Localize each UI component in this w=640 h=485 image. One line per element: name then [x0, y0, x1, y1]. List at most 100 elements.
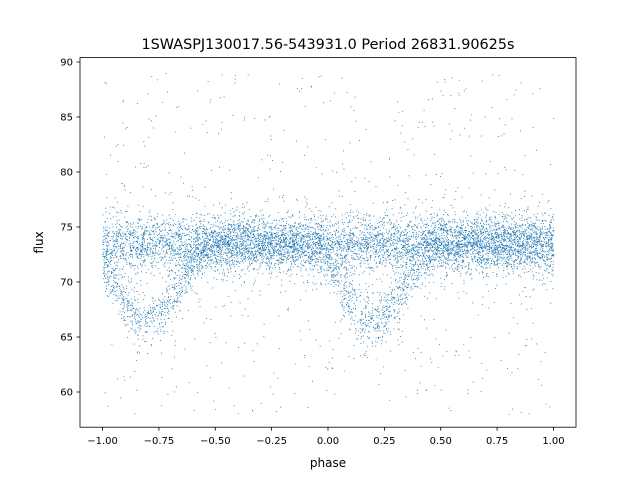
data-point [462, 211, 464, 213]
data-point [385, 245, 387, 247]
data-point [368, 181, 370, 182]
data-point [214, 252, 216, 254]
data-point [367, 266, 369, 268]
data-point [434, 259, 436, 261]
data-point [368, 247, 370, 248]
data-point [539, 252, 541, 254]
data-point [521, 243, 523, 244]
data-point [405, 252, 407, 254]
data-point [244, 256, 246, 258]
data-point [438, 241, 440, 243]
data-point [460, 228, 462, 230]
data-point [535, 258, 536, 260]
data-point [188, 309, 189, 311]
data-point [485, 264, 487, 266]
data-point [523, 242, 525, 244]
data-point [285, 242, 287, 244]
data-point [346, 239, 348, 241]
data-point [159, 257, 161, 258]
data-point [121, 302, 123, 304]
data-point [394, 248, 396, 250]
data-point [502, 225, 504, 226]
data-point [235, 247, 237, 249]
data-point [443, 246, 445, 248]
data-point [402, 240, 404, 241]
data-point [229, 250, 230, 252]
data-point [285, 245, 287, 247]
data-point [508, 248, 510, 250]
data-point [168, 222, 170, 224]
data-point [207, 282, 209, 283]
data-point [135, 310, 137, 312]
data-point [387, 250, 389, 251]
data-point [518, 275, 519, 277]
data-point [369, 226, 371, 227]
data-point [495, 247, 497, 249]
data-point [372, 315, 374, 316]
data-point [269, 226, 270, 228]
data-point [488, 197, 490, 199]
data-point [299, 254, 301, 256]
data-point [346, 250, 348, 252]
data-point [378, 330, 380, 331]
data-point [426, 242, 428, 243]
data-point [154, 254, 156, 256]
data-point [436, 258, 437, 260]
data-point [145, 325, 147, 327]
data-point [150, 309, 151, 311]
data-point [406, 215, 407, 216]
data-point [369, 228, 371, 230]
data-point [292, 251, 293, 253]
data-point [146, 226, 148, 228]
data-point [438, 244, 440, 246]
data-point [222, 272, 223, 274]
data-point [173, 236, 174, 238]
data-point [551, 254, 553, 256]
data-point [333, 245, 335, 246]
data-point [329, 263, 331, 264]
data-point [507, 246, 509, 248]
data-point [513, 234, 515, 236]
data-point [545, 243, 547, 245]
data-point [542, 255, 544, 257]
data-point [228, 295, 230, 297]
data-point [442, 241, 444, 243]
data-point [499, 242, 501, 243]
data-point [340, 290, 342, 292]
data-point [210, 245, 211, 247]
data-point [187, 195, 189, 197]
data-point [285, 243, 287, 245]
data-point [403, 279, 405, 280]
data-point [311, 210, 313, 212]
data-point [167, 275, 169, 276]
data-point [411, 248, 413, 249]
data-point [541, 384, 543, 386]
data-point [399, 280, 401, 282]
data-point [320, 282, 321, 284]
data-point [179, 292, 181, 294]
data-point [299, 246, 301, 248]
data-point [356, 241, 358, 243]
data-point [230, 252, 232, 254]
data-point [190, 262, 192, 264]
data-point [238, 347, 239, 348]
data-point [482, 247, 484, 249]
data-point [115, 264, 117, 266]
data-point [143, 224, 145, 226]
data-point [371, 318, 373, 320]
data-point [518, 354, 520, 355]
data-point [517, 255, 519, 257]
data-point [263, 249, 265, 251]
data-point [139, 325, 141, 326]
data-point [233, 224, 235, 225]
data-point [172, 302, 173, 304]
data-point [480, 223, 481, 225]
data-point [527, 263, 529, 265]
data-point [135, 312, 137, 314]
data-point [531, 246, 532, 248]
data-point [516, 268, 518, 270]
data-point [296, 241, 297, 243]
data-point [344, 231, 346, 233]
data-point [268, 238, 270, 240]
data-point [503, 250, 505, 252]
